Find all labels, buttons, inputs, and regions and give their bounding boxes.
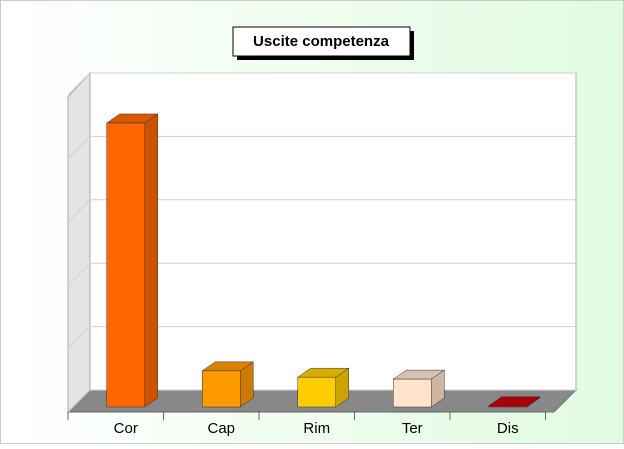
side-grid-line	[67, 136, 91, 159]
side-grid-line	[67, 326, 91, 349]
bar	[202, 370, 241, 408]
x-tick-label: Dis	[497, 420, 519, 437]
bar-side	[144, 113, 158, 408]
x-tick-label: Cap	[207, 420, 235, 437]
back-wall	[89, 72, 577, 391]
side-grid-line	[67, 199, 91, 223]
side-grid-line	[67, 389, 91, 413]
bar	[106, 122, 145, 408]
bar	[393, 378, 432, 408]
side-grid-line	[67, 72, 91, 96]
x-tick-label: Ter	[402, 420, 423, 437]
side-grid-line	[67, 262, 91, 286]
chart-title: Uscite competenza	[253, 33, 390, 50]
x-tick-label: Rim	[303, 420, 330, 437]
bar	[488, 405, 527, 408]
x-tick-label: Cor	[114, 420, 138, 437]
side-wall	[67, 71, 91, 414]
bar	[297, 376, 336, 408]
title-box	[232, 26, 411, 57]
